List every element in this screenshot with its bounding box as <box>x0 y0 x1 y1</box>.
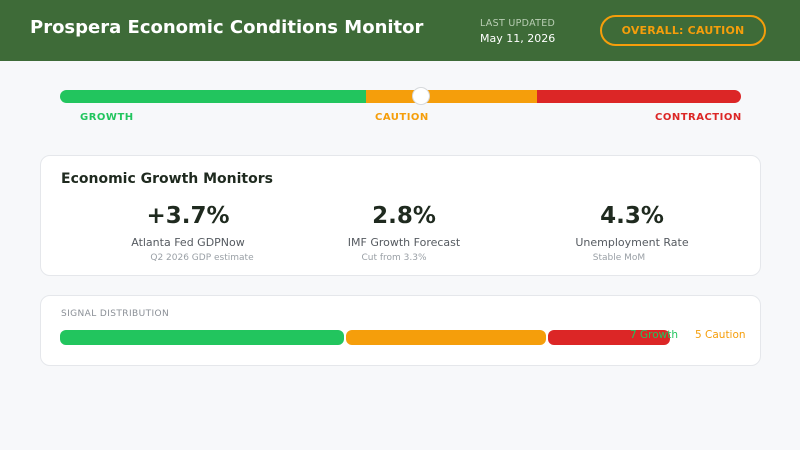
gauge-contraction-segment <box>537 90 741 103</box>
zone-label-growth: GROWTH <box>80 112 134 123</box>
legend-caution: 5 Caution <box>695 329 746 341</box>
gauge-growth-segment <box>60 90 366 103</box>
last-updated-label: LAST UPDATED <box>480 18 556 29</box>
metric-value: 4.3% <box>600 203 664 229</box>
metric-gdpnow: +3.7% Atlanta Fed GDPNow Q2 2026 GDP est… <box>78 201 298 263</box>
card-title: Economic Growth Monitors <box>61 171 273 187</box>
app-header: Prospera Economic Conditions Monitor LAS… <box>0 0 800 61</box>
distribution-caution-bar <box>346 330 546 345</box>
app-title: Prospera Economic Conditions Monitor <box>30 17 424 38</box>
metric-note: Stable MoM <box>592 253 646 263</box>
metric-label: Unemployment Rate <box>575 236 689 249</box>
metric-value: +3.7% <box>146 203 230 229</box>
legend-growth: 7 Growth <box>630 329 679 341</box>
metric-imf-forecast: 2.8% IMF Growth Forecast Cut from 3.3% <box>294 201 514 263</box>
last-updated-value: May 11, 2026 <box>480 32 556 45</box>
metric-note: Cut from 3.3% <box>361 253 427 263</box>
distribution-contraction-bar <box>548 330 670 345</box>
gauge-marker <box>411 87 430 105</box>
distribution-title: SIGNAL DISTRIBUTION <box>61 309 170 319</box>
metric-value: 2.8% <box>372 203 436 229</box>
gauge-caution-segment <box>366 90 537 103</box>
signal-distribution-card: SIGNAL DISTRIBUTION 7 Growth 5 Caution <box>40 295 761 366</box>
metric-label: Atlanta Fed GDPNow <box>131 236 245 249</box>
distribution-growth-bar <box>60 330 344 345</box>
metric-unemployment: 4.3% Unemployment Rate Stable MoM <box>522 201 742 263</box>
metric-label: IMF Growth Forecast <box>347 236 461 249</box>
zone-label-contraction: CONTRACTION <box>655 112 742 123</box>
overall-status-badge[interactable]: OVERALL: CAUTION <box>600 15 766 46</box>
zone-label-caution: CAUTION <box>375 112 429 123</box>
metric-note: Q2 2026 GDP estimate <box>150 253 254 263</box>
growth-monitors-card: Economic Growth Monitors +3.7% Atlanta F… <box>40 155 761 276</box>
